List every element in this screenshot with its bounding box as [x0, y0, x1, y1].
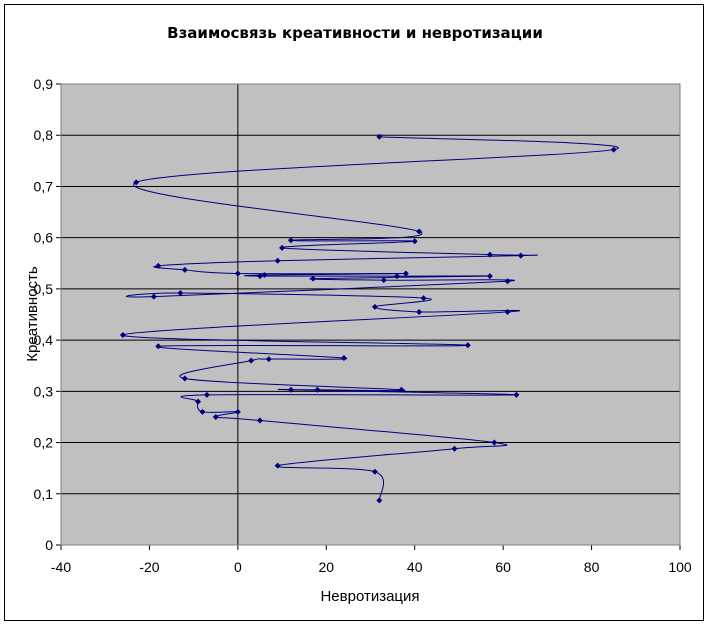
- data-point: [234, 270, 241, 277]
- y-tick-label: 0,8: [34, 127, 54, 143]
- data-point: [314, 386, 321, 393]
- data-point: [155, 343, 162, 350]
- data-point: [181, 266, 188, 273]
- data-point: [261, 272, 268, 279]
- data-point: [155, 262, 162, 269]
- data-point: [513, 391, 520, 398]
- y-tick-label: 0,1: [34, 486, 54, 502]
- data-point: [177, 289, 184, 296]
- x-axis-title: Невротизация: [320, 588, 419, 605]
- data-point: [256, 417, 263, 424]
- x-tick-label: -40: [51, 559, 71, 575]
- y-axis-title: Креативность: [24, 266, 41, 362]
- x-tick-label: 0: [234, 559, 242, 575]
- y-tick-label: 0,6: [34, 230, 54, 246]
- y-tick-label: 0,2: [34, 435, 54, 451]
- data-point: [274, 462, 281, 469]
- data-point: [310, 275, 317, 282]
- data-point: [517, 252, 524, 259]
- plot-border: [60, 83, 681, 546]
- axes: [60, 83, 681, 546]
- data-point: [248, 357, 255, 364]
- data-point: [234, 408, 241, 415]
- data-point: [610, 146, 617, 153]
- data-point: [181, 375, 188, 382]
- data-point: [279, 244, 286, 251]
- data-point: [119, 331, 126, 338]
- data-point: [486, 251, 493, 258]
- data-point: [376, 497, 383, 504]
- data-point: [199, 408, 206, 415]
- data-point: [371, 468, 378, 475]
- y-tick-label: 0,7: [34, 178, 54, 194]
- y-tick-label: 0,3: [34, 383, 54, 399]
- data-points: [119, 133, 617, 504]
- data-point: [203, 391, 210, 398]
- data-point: [402, 270, 409, 277]
- data-point: [150, 293, 157, 300]
- data-point: [340, 355, 347, 362]
- x-tick-label: 40: [407, 559, 423, 575]
- x-tick-labels: -40 -20 0 20 40 60 80 100: [51, 559, 692, 575]
- x-tick-label: 20: [318, 559, 334, 575]
- x-tick-label: 80: [584, 559, 600, 575]
- data-point: [256, 273, 263, 280]
- data-point: [274, 257, 281, 264]
- data-point: [504, 308, 511, 315]
- data-point: [380, 277, 387, 284]
- y-tick-label: 0,5: [34, 281, 54, 297]
- x-tick-label: 100: [668, 559, 692, 575]
- x-tick-label: -20: [139, 559, 159, 575]
- data-point: [416, 228, 423, 235]
- data-point: [371, 303, 378, 310]
- data-point: [464, 342, 471, 349]
- data-point: [504, 278, 511, 285]
- data-point: [411, 238, 418, 245]
- data-point: [416, 308, 423, 315]
- x-tick-label: 60: [495, 559, 511, 575]
- y-tick-label: 0: [45, 537, 53, 553]
- data-point: [376, 133, 383, 140]
- data-point: [195, 398, 202, 405]
- data-point: [287, 386, 294, 393]
- data-point: [212, 413, 219, 420]
- y-tick-labels: 0 0,1 0,2 0,3 0,4 0,5 0,6 0,7 0,8 0,9: [34, 76, 54, 553]
- data-point: [287, 237, 294, 244]
- data-point: [486, 273, 493, 280]
- data-point: [265, 356, 272, 363]
- plot-area: [61, 84, 680, 545]
- data-point: [133, 179, 140, 186]
- data-point: [491, 439, 498, 446]
- data-point: [451, 445, 458, 452]
- chart-title: Взаимосвязь креативности и невротизации: [167, 24, 543, 42]
- data-point: [398, 386, 405, 393]
- data-point: [394, 273, 401, 280]
- y-tick-label: 0,9: [34, 76, 54, 92]
- data-point: [420, 295, 427, 302]
- series-line: [122, 136, 619, 501]
- y-tick-label: 0,4: [34, 332, 54, 348]
